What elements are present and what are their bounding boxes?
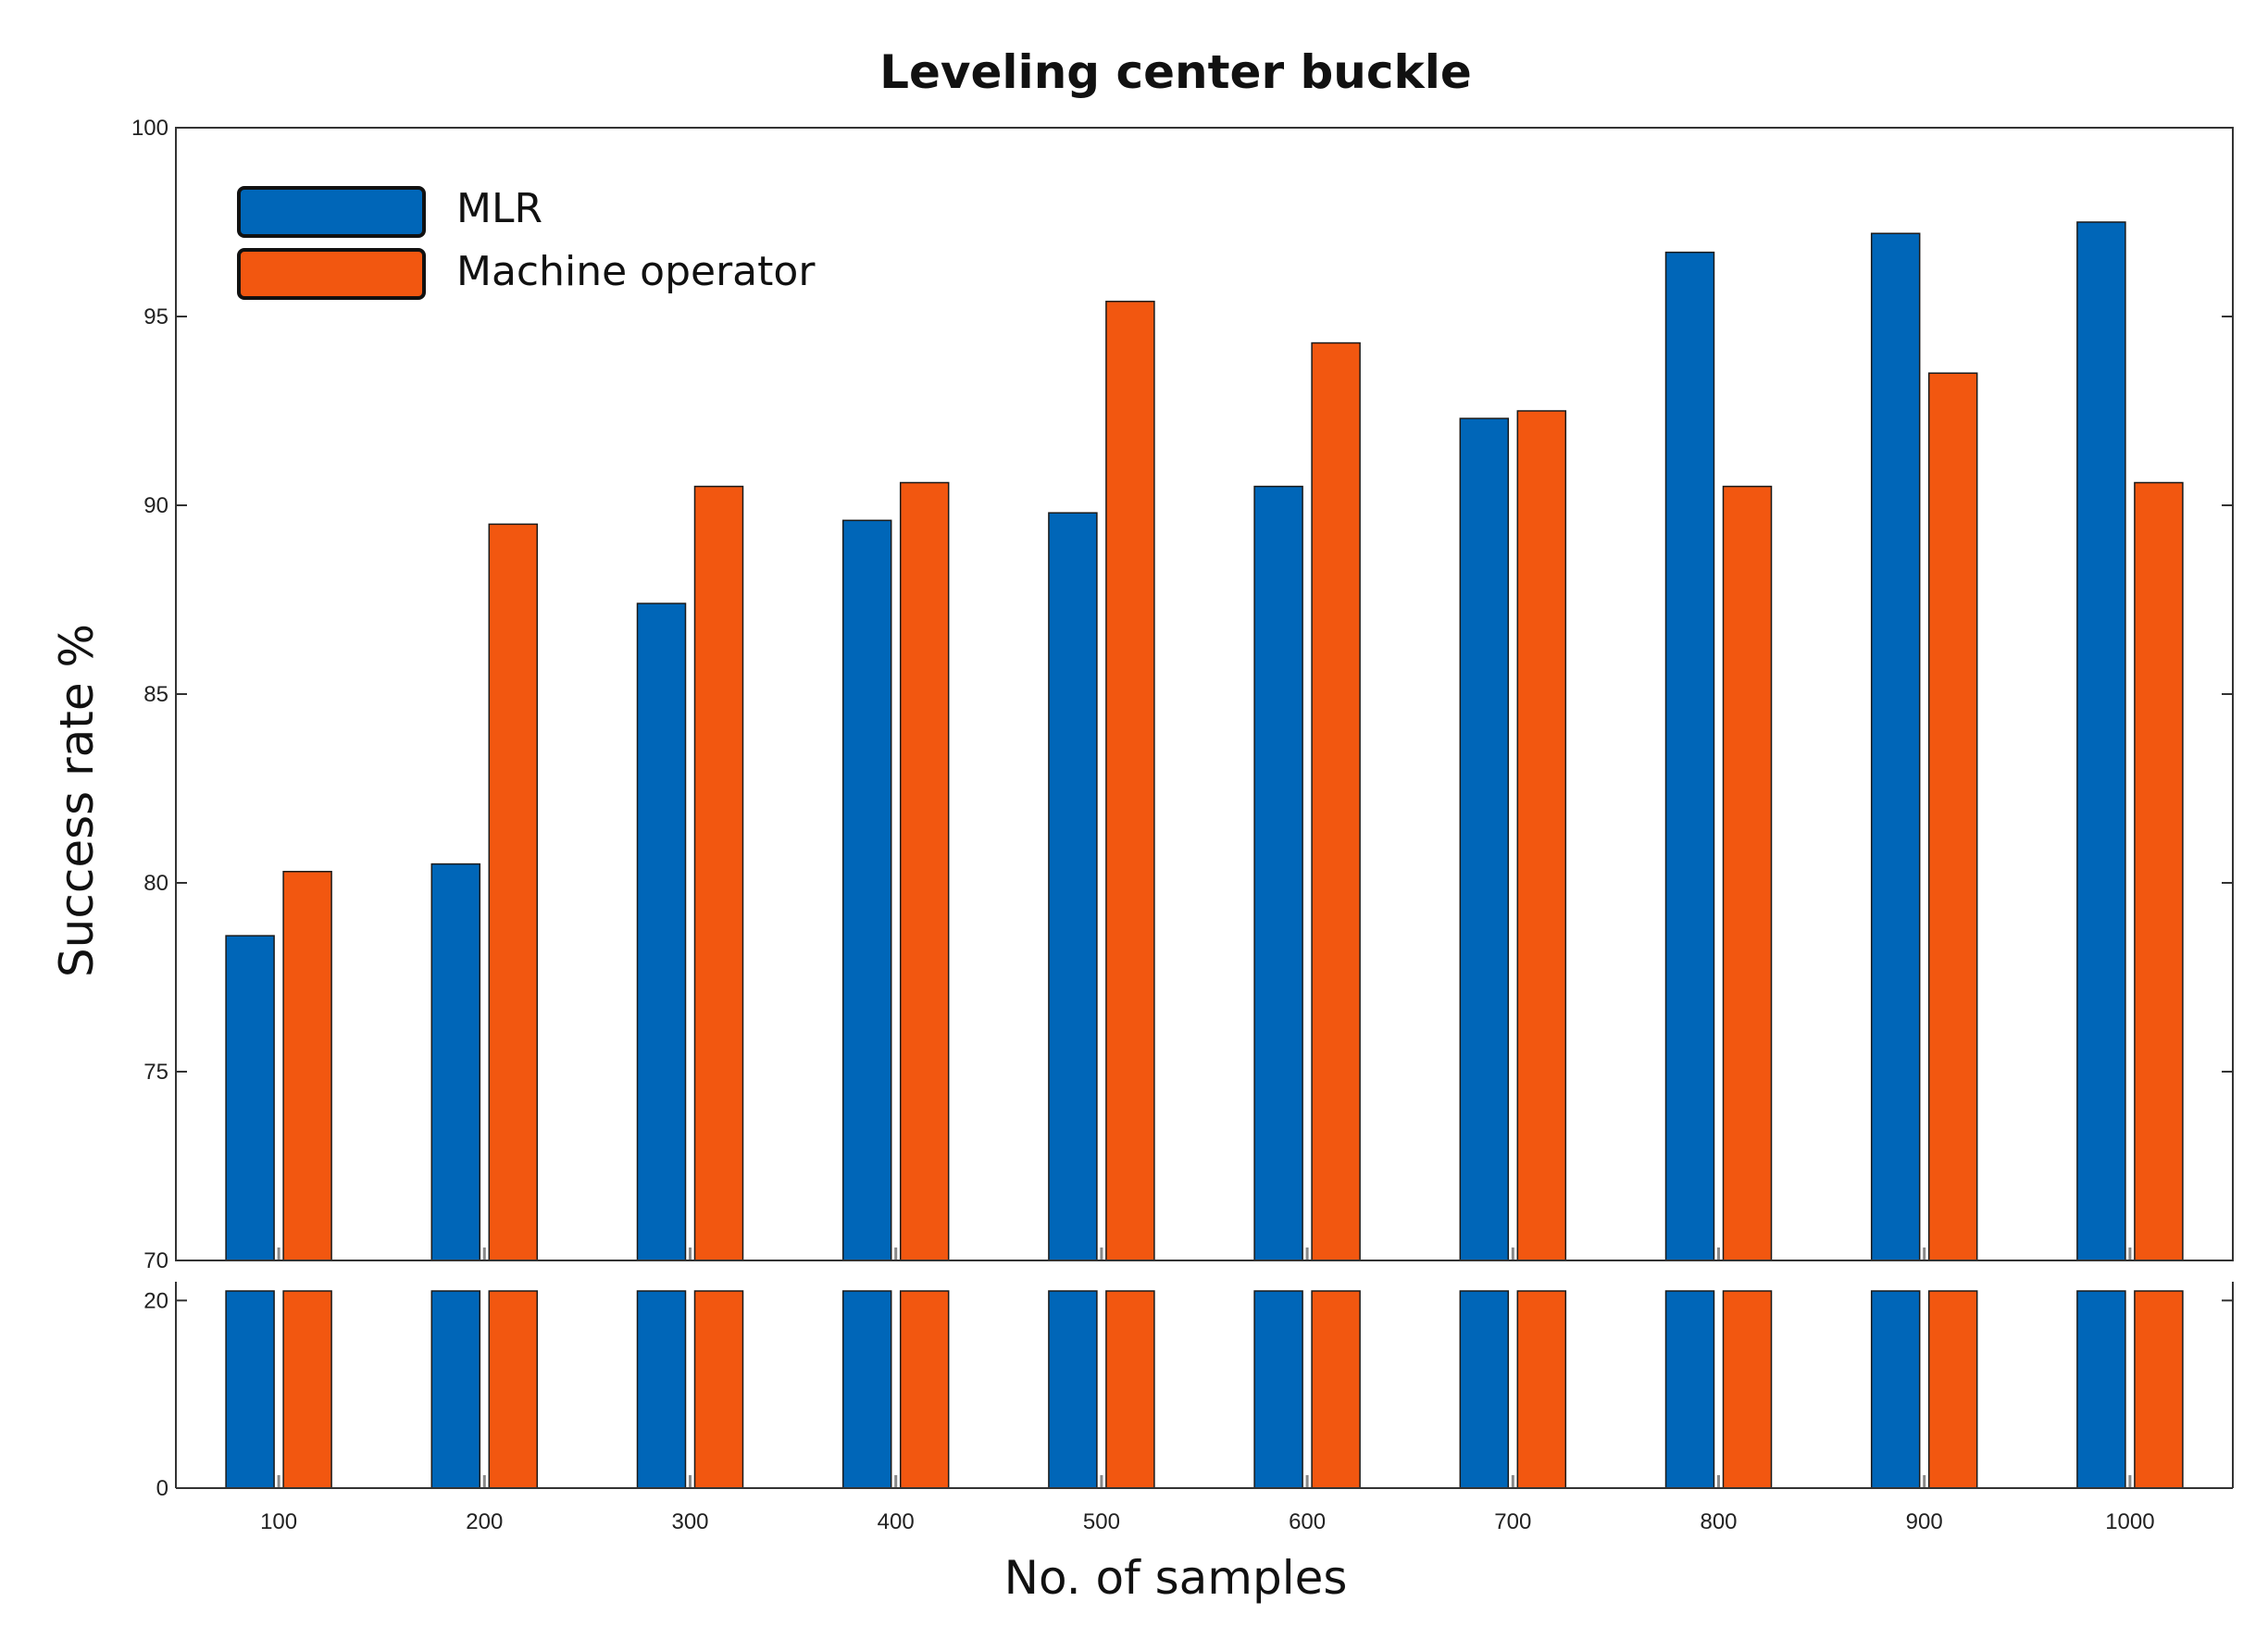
y-tick-label-75: 75 (143, 1060, 168, 1085)
y-tick-label-90: 90 (143, 493, 168, 518)
bar-lower-mlr-200 (430, 1290, 481, 1489)
legend: MLR Machine operator (237, 183, 816, 313)
bar-mlr-1000 (2076, 221, 2126, 1261)
bar-lower-machine-operator-400 (899, 1290, 950, 1489)
bar-lower-mlr-500 (1048, 1290, 1098, 1489)
bar-mlr-200 (430, 863, 481, 1261)
bar-machine-operator-800 (1722, 485, 1773, 1261)
y-tick-label-95: 95 (143, 304, 168, 329)
x-tick-label-500: 500 (1083, 1509, 1120, 1534)
bar-lower-machine-operator-1000 (2134, 1290, 2184, 1489)
x-tick-label-300: 300 (671, 1509, 708, 1534)
bar-lower-machine-operator-200 (488, 1290, 539, 1489)
x-tick-label-100: 100 (260, 1509, 297, 1534)
bar-machine-operator-900 (1927, 372, 1978, 1261)
bar-lower-machine-operator-300 (693, 1290, 744, 1489)
bar-lower-mlr-300 (636, 1290, 687, 1489)
y-tick-label-70: 70 (143, 1248, 168, 1273)
bar-lower-mlr-700 (1459, 1290, 1510, 1489)
x-tick-label-600: 600 (1289, 1509, 1326, 1534)
bar-machine-operator-100 (282, 871, 332, 1261)
bar-mlr-800 (1664, 251, 1715, 1261)
y-tick-label-100: 100 (131, 116, 168, 141)
bar-mlr-900 (1870, 232, 1921, 1261)
axes (175, 127, 2234, 1489)
bar-lower-mlr-900 (1870, 1290, 1921, 1489)
bar-lower-machine-operator-800 (1722, 1290, 1773, 1489)
bar-mlr-600 (1253, 485, 1303, 1261)
bar-mlr-400 (841, 519, 892, 1261)
bar-lower-mlr-800 (1664, 1290, 1715, 1489)
tick-labels: 100 200 300 400 500 600 700 800 900 1000707580859… (131, 116, 2155, 1534)
x-tick-label-800: 800 (1700, 1509, 1737, 1534)
lower-y-tick-label-20: 20 (143, 1288, 168, 1313)
bar-lower-machine-operator-500 (1105, 1290, 1155, 1489)
chart-title: Leveling center buckle (879, 45, 1472, 99)
bar-machine-operator-300 (693, 485, 744, 1261)
bar-lower-mlr-400 (841, 1290, 892, 1489)
bar-machine-operator-400 (899, 481, 950, 1261)
bars-upper-panel (225, 221, 2184, 1261)
bar-lower-mlr-100 (225, 1290, 275, 1489)
x-axis-label: No. of samples (1004, 1551, 1348, 1605)
bars-lower-panel (225, 1290, 2184, 1489)
legend-swatch-mlr (237, 186, 426, 238)
bar-lower-machine-operator-600 (1311, 1290, 1361, 1489)
legend-label-mlr: MLR (456, 185, 542, 232)
bar-lower-machine-operator-900 (1927, 1290, 1978, 1489)
x-tick-label-900: 900 (1906, 1509, 1943, 1534)
bar-lower-machine-operator-700 (1516, 1290, 1567, 1489)
x-tick-label-700: 700 (1494, 1509, 1531, 1534)
bar-machine-operator-1000 (2134, 481, 2184, 1261)
bar-machine-operator-500 (1105, 300, 1155, 1261)
bar-machine-operator-600 (1311, 341, 1361, 1261)
y-axis-label: Success rate % (50, 624, 104, 977)
bar-lower-mlr-1000 (2076, 1290, 2126, 1489)
bar-lower-mlr-600 (1253, 1290, 1303, 1489)
bar-machine-operator-700 (1516, 410, 1567, 1261)
x-tick-label-400: 400 (878, 1509, 915, 1534)
bar-mlr-100 (225, 935, 275, 1261)
x-tick-label-200: 200 (466, 1509, 503, 1534)
legend-label-machine-operator: Machine operator (456, 248, 816, 295)
x-tick-label-1000: 1000 (2105, 1509, 2154, 1534)
bar-lower-machine-operator-100 (282, 1290, 332, 1489)
legend-swatch-machine-operator (237, 248, 426, 300)
y-tick-label-85: 85 (143, 682, 168, 707)
bar-mlr-500 (1048, 512, 1098, 1261)
bar-machine-operator-200 (488, 523, 539, 1261)
y-tick-label-80: 80 (143, 871, 168, 896)
lower-y-tick-label-0: 0 (156, 1476, 168, 1501)
bar-mlr-300 (636, 602, 687, 1261)
bar-mlr-700 (1459, 417, 1510, 1261)
